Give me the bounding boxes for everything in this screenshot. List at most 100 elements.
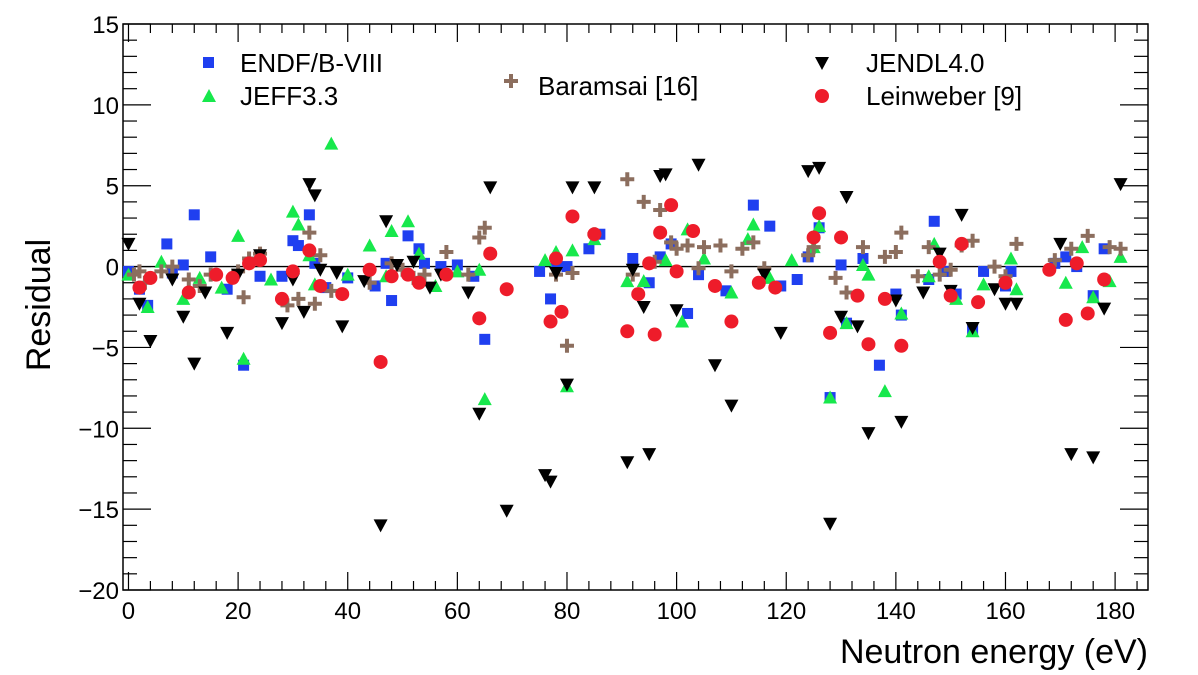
data-point-triangle-down [1009,297,1024,311]
data-point-plus [724,264,739,279]
data-point-triangle-down [834,310,849,324]
data-point-triangle-up [214,280,229,294]
data-point-plus [932,267,947,282]
legend-circle-marker [815,89,829,103]
data-point-triangle-down [1064,448,1079,462]
data-point-triangle-down [335,320,350,334]
y-tick-label: 15 [92,12,119,39]
data-point-circle [225,270,240,285]
data-point-plus [839,285,854,300]
data-point-triangle-down [1053,237,1068,251]
data-point-circle [549,251,564,266]
data-point-triangle-down [916,286,931,300]
legend-triangle-down-marker [815,57,829,70]
data-point-circle [302,243,317,258]
data-point-circle [707,278,722,293]
data-point-triangle-up [291,217,306,231]
data-point-triangle-down [1086,451,1101,465]
data-point-triangle-down [669,304,684,318]
data-point-plus [691,261,706,276]
data-point-triangle-down [888,294,903,308]
legend-entry-endf: ENDF/B-VIII [203,48,383,78]
data-point-circle [132,280,147,295]
data-point-triangle-down [773,326,788,340]
legend-entry-baramsai: Baramsai [16] [504,71,698,101]
data-point-circle [587,227,602,242]
data-point-triangle-down [1113,178,1128,192]
data-point-triangle-down [850,320,865,334]
legend-entry-jeff: JEFF3.3 [202,81,338,111]
data-point-circle [499,282,514,297]
x-tick-label: 140 [876,598,916,625]
data-point-triangle-down [998,297,1013,311]
data-point-circle [877,291,892,306]
data-point-square [627,252,639,264]
data-point-plus [910,269,925,284]
data-point-square [418,257,430,269]
data-point-circle [362,262,377,277]
data-point-plus [987,259,1002,274]
data-point-circle [274,291,289,306]
data-point-circle [242,256,257,271]
data-point-circle [932,254,947,269]
data-point-triangle-up [823,390,838,404]
data-point-square [177,259,189,271]
data-point-triangle-down [274,317,289,331]
data-point-square [747,199,759,211]
data-point-plus [735,241,750,256]
data-point-triangle-down [329,267,344,281]
data-point-triangle-down [313,263,328,277]
legend-label-baramsai: Baramsai [16] [538,71,698,101]
data-point-circle [554,304,569,319]
data-point-triangle-down [187,357,202,371]
data-point-plus [236,290,251,305]
data-point-square [161,238,173,250]
data-point-triangle-down [198,286,213,300]
data-point-triangle-down [132,297,147,311]
data-point-circle [751,275,766,290]
data-point-triangle-up [1086,290,1101,304]
data-point-plus [697,240,712,255]
y-tick-label: −20 [78,578,119,605]
data-point-triangle-down [587,181,602,195]
data-point-triangle-down [839,191,854,205]
legend-entry-jendl: JENDL4.0 [815,48,985,78]
data-point-square [205,251,217,263]
data-point-triangle-down [812,161,827,175]
data-point-square [682,307,694,319]
data-point-triangle-down [724,399,739,413]
data-point-triangle-up [324,136,339,150]
data-point-triangle-up [620,274,635,288]
data-point-square [1060,251,1072,263]
data-point-circle [620,324,635,339]
data-point-square [720,285,732,297]
data-point-circle [1080,306,1095,321]
series-square [122,199,1110,404]
data-point-circle [894,338,909,353]
data-point-triangle-down [823,517,838,531]
data-point-triangle-down [658,168,673,182]
data-point-square [764,220,776,232]
data-point-square [276,270,288,282]
data-point-triangle-up [636,274,651,288]
data-point-triangle-up [784,253,799,267]
data-point-square [254,270,266,282]
data-point-triangle-down [1097,302,1112,316]
data-point-plus [154,264,169,279]
plot-frame [122,23,1149,591]
data-point-triangle-up [236,351,251,365]
data-point-triangle-up [154,254,169,268]
data-point-plus [669,241,684,256]
data-point-triangle-down [472,407,487,421]
x-tick-label: 0 [122,598,135,625]
data-point-square [292,240,304,252]
x-tick-label: 180 [1095,598,1135,625]
data-point-square [188,209,200,221]
data-point-triangle-up [812,219,827,233]
data-point-plus [313,248,328,263]
data-point-triangle-up [861,267,876,281]
data-point-circle [335,287,350,302]
data-point-triangle-down [220,326,235,340]
data-point-plus [1064,241,1079,256]
